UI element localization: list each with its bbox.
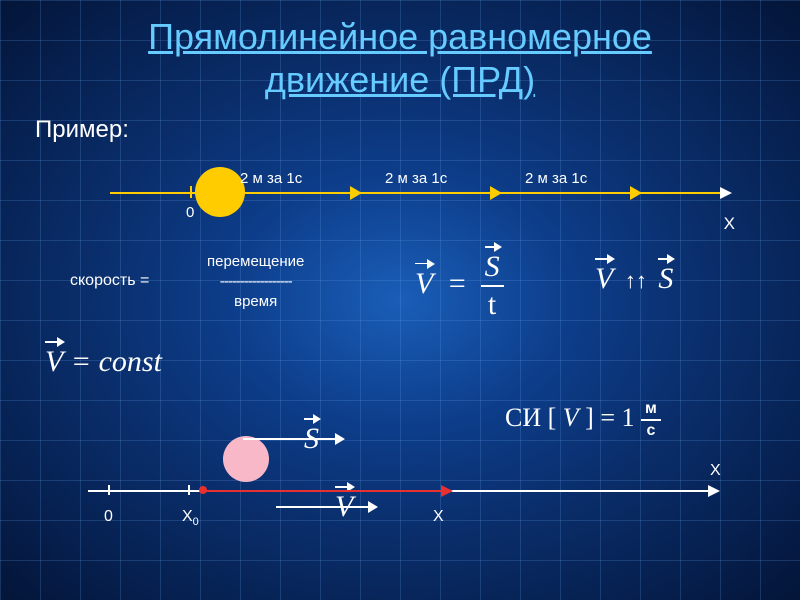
fraction-divider: ------------------ bbox=[205, 273, 306, 290]
fraction-s-t: S t bbox=[481, 250, 504, 322]
axis2-x0-label: X0 bbox=[182, 508, 199, 528]
example-label: Пример: bbox=[35, 116, 800, 144]
pink-ball-icon bbox=[223, 436, 269, 482]
axis2-x-label: X bbox=[433, 508, 444, 526]
interval-label-3: 2 м за 1с bbox=[525, 170, 587, 187]
title-line1: Прямолинейное равномерное bbox=[148, 16, 652, 57]
si-unit-frac: мс bbox=[641, 400, 661, 440]
vector-v: V bbox=[415, 267, 433, 301]
axis2-end-label: X bbox=[710, 462, 721, 480]
vector-v-3: V bbox=[45, 345, 63, 379]
axis1-seg-arrow-1 bbox=[350, 186, 362, 200]
axis2-line bbox=[88, 490, 718, 492]
formula-si-units: СИ [ V ] = 1 мс bbox=[505, 400, 661, 440]
axis1-tick-1 bbox=[220, 186, 222, 198]
axis2-origin-label: 0 bbox=[104, 508, 113, 526]
si-prefix: СИ [ bbox=[505, 403, 563, 432]
number-line-1: 2 м за 1с 2 м за 1с 2 м за 1с 0 X bbox=[110, 192, 730, 194]
axis1-seg-arrow-3 bbox=[630, 186, 642, 200]
vector-s-arrow bbox=[243, 438, 343, 440]
vector-s-numer: S bbox=[485, 250, 500, 284]
speed-equals-label: скорость = bbox=[70, 272, 149, 290]
vector-s-2: S bbox=[658, 262, 673, 296]
fraction-numer-word: перемещение bbox=[205, 253, 306, 270]
axis2-red-segment bbox=[203, 490, 448, 492]
interval-label-2: 2 м за 1с bbox=[385, 170, 447, 187]
vector-v-arrow bbox=[276, 506, 376, 508]
axis1-arrowhead bbox=[720, 187, 732, 199]
denom-t: t bbox=[481, 285, 504, 322]
number-line-2: 0 X0 X X bbox=[88, 490, 718, 492]
axis1-tick-0 bbox=[190, 186, 192, 198]
const-text: = const bbox=[63, 345, 162, 378]
page-title: Прямолинейное равномерное движение (ПРД) bbox=[0, 0, 800, 101]
si-v: V bbox=[563, 403, 579, 432]
axis1-var-label: X bbox=[724, 214, 735, 234]
si-mid: ] = 1 bbox=[579, 403, 641, 432]
axis1-origin-label: 0 bbox=[186, 204, 194, 221]
axis2-arrowhead bbox=[708, 485, 720, 497]
fraction-denom-word: время bbox=[205, 293, 306, 310]
axis2-tick-origin bbox=[108, 485, 110, 495]
axis1-seg-arrow-2 bbox=[490, 186, 502, 200]
axis1-line bbox=[110, 192, 730, 194]
speed-fraction-words: перемещение ------------------ время bbox=[205, 250, 306, 313]
formula-v-const: V = const bbox=[45, 345, 162, 379]
formula-v-equals-s-over-t: V = S t bbox=[415, 250, 504, 322]
vector-v-2: V bbox=[595, 262, 613, 296]
equals-sign: = bbox=[447, 267, 467, 300]
formula-v-parallel-s: V ↑↑ S bbox=[595, 262, 673, 296]
parallel-sign: ↑↑ bbox=[625, 268, 647, 293]
title-line2: движение (ПРД) bbox=[265, 59, 535, 100]
axis2-red-arrowhead bbox=[441, 485, 453, 497]
axis2-tick-x0 bbox=[188, 485, 190, 495]
interval-label-1: 2 м за 1с bbox=[240, 170, 302, 187]
